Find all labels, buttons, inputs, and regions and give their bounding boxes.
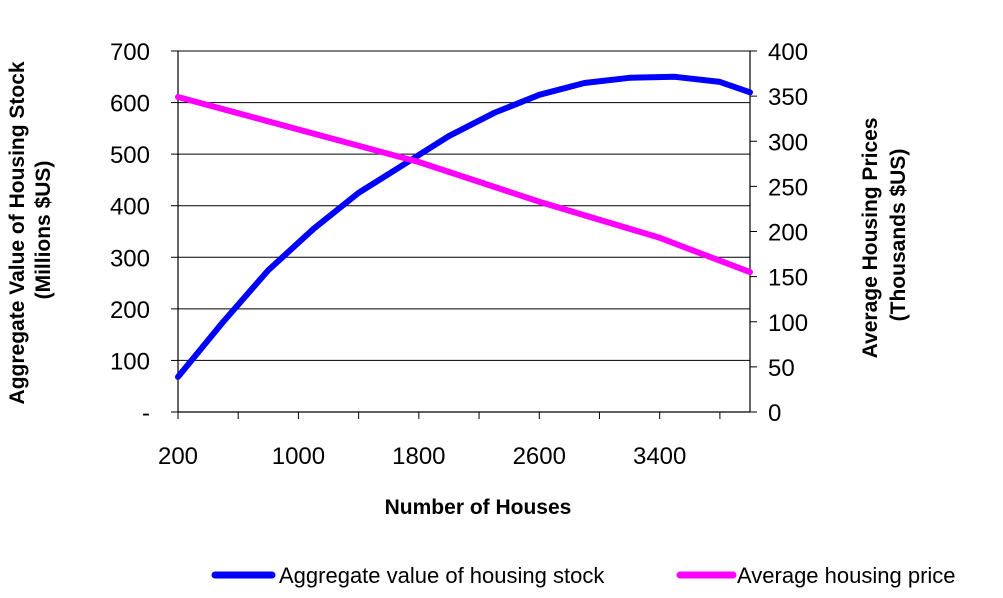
series-line-aggregate (175, 73, 753, 380)
left-tick-label: 400 (110, 194, 150, 221)
right-tick-label: 100 (768, 310, 808, 337)
x-tick-label: 200 (158, 443, 198, 470)
left-tick-label: 500 (110, 142, 150, 169)
left-axis-title: Aggregate Value of Housing Stock (Millio… (6, 56, 55, 405)
right-tick-label: 50 (768, 355, 795, 382)
legend-label-average: Average housing price (737, 563, 956, 588)
right-tick-label: 0 (768, 400, 781, 427)
x-tick-label: 1000 (272, 443, 325, 470)
series-lines (175, 73, 753, 380)
right-tick-label: 400 (768, 39, 808, 66)
left-tick-label: - (142, 400, 150, 427)
right-axis-title-line2: (Thousands $US) (887, 149, 910, 322)
x-tick-label: 2600 (513, 443, 566, 470)
left-tick-label: 300 (110, 245, 150, 272)
right-tick-label: 200 (768, 220, 808, 247)
right-axis-title-line1: Average Housing Prices (859, 118, 882, 359)
left-tick-label: 600 (110, 91, 150, 118)
right-tick-label: 150 (768, 265, 808, 292)
left-axis-title-line2: (Millions $US) (32, 161, 55, 300)
x-axis-title: Number of Houses (385, 496, 572, 519)
series-line-average (175, 94, 753, 276)
legend-label-aggregate: Aggregate value of housing stock (279, 563, 605, 588)
x-tick-label: 1800 (392, 443, 445, 470)
left-tick-label: 200 (110, 297, 150, 324)
x-tick-label: 3400 (633, 443, 686, 470)
right-tick-label: 300 (768, 129, 808, 156)
right-tick-labels: 0 50 100 150 200 250 300 350 400 (768, 39, 808, 427)
right-tick-label: 350 (768, 84, 808, 111)
right-tick-label: 250 (768, 174, 808, 201)
x-tick-labels: 200 1000 1800 2600 3400 (158, 443, 686, 470)
gridlines (178, 50, 750, 361)
left-axis-title-line1: Aggregate Value of Housing Stock (6, 61, 29, 404)
left-tick-labels: - 100 200 300 400 500 600 700 (110, 39, 150, 427)
left-tick-label: 700 (110, 39, 150, 66)
left-tick-label: 100 (110, 348, 150, 375)
legend: Aggregate value of housing stock Average… (211, 563, 956, 588)
axes (171, 50, 757, 419)
right-axis-title: Average Housing Prices (Thousands $US) (859, 112, 910, 359)
